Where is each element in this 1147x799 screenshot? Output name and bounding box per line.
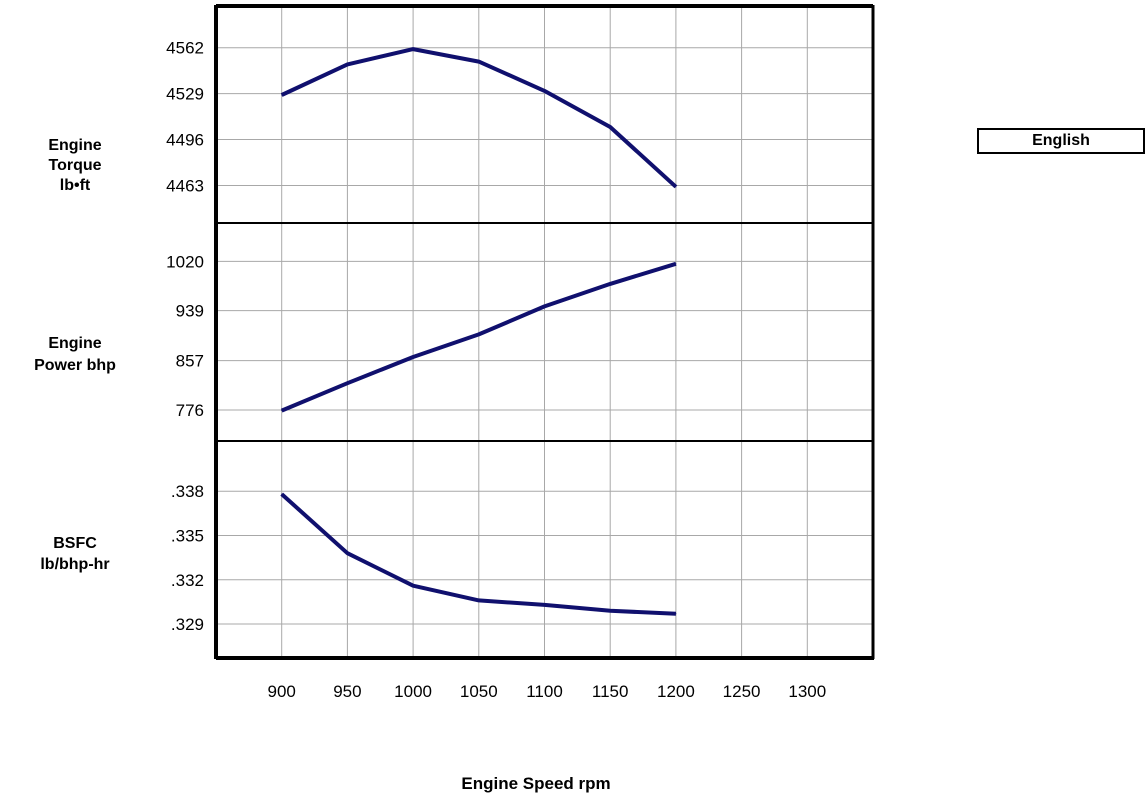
y-tick-label: .329 <box>171 615 204 634</box>
y-tick-label: 4463 <box>166 176 204 195</box>
panel-label-line: lb/bhp-hr <box>40 556 109 573</box>
y-tick-label: .335 <box>171 526 204 545</box>
panel-label: Engine Power bhp <box>34 335 116 374</box>
line-layer <box>280 47 678 616</box>
data-point <box>609 126 611 128</box>
x-tick-label: 1150 <box>592 682 629 701</box>
x-tick-label: 1100 <box>526 682 563 701</box>
y-tick-label: 776 <box>176 401 204 420</box>
panel-label-line: Engine <box>48 335 101 352</box>
data-point <box>544 90 545 92</box>
data-point <box>412 585 414 587</box>
data-point <box>412 48 414 50</box>
x-tick-label: 1300 <box>788 682 826 701</box>
x-tick-label: 900 <box>268 682 296 701</box>
data-point <box>544 305 545 307</box>
data-point <box>281 493 283 495</box>
frame-layer <box>214 4 875 660</box>
x-tick-label: 1200 <box>657 682 695 701</box>
y-tick-label: 939 <box>176 302 204 321</box>
panel-label-line: BSFC <box>53 535 97 552</box>
unit-toggle-button[interactable]: English <box>977 128 1145 154</box>
x-tick-label: 1000 <box>394 682 432 701</box>
y-tick-label: 1020 <box>166 252 204 271</box>
data-point <box>478 599 480 601</box>
panel-label: BSFC lb/bhp-hr <box>40 535 109 573</box>
panel-label: Engine Torque lb•ft <box>48 137 101 194</box>
data-point <box>346 63 348 65</box>
data-point <box>609 610 611 612</box>
data-point <box>281 410 283 412</box>
x-axis-title: Engine Speed rpm <box>461 774 610 793</box>
x-tick-label: 1050 <box>460 682 498 701</box>
panel-label-line: Engine <box>48 137 101 154</box>
y-tick-label: .338 <box>171 482 204 501</box>
y-tick-label: .332 <box>171 571 204 590</box>
y-tick-label: 4496 <box>166 131 204 150</box>
x-tick-label: 950 <box>333 682 361 701</box>
data-point <box>281 94 283 96</box>
y-tick-label: 4529 <box>166 85 204 104</box>
label-layer: 4562 4529 4496 4463 Engine Torque lb•ft 1020 939… <box>34 39 826 701</box>
grid-layer <box>216 6 873 658</box>
data-point <box>675 263 677 265</box>
data-point <box>346 382 348 384</box>
x-tick-label: 1250 <box>723 682 761 701</box>
data-point <box>478 61 480 63</box>
data-point <box>412 356 414 358</box>
data-point <box>544 604 545 606</box>
y-tick-label: 857 <box>176 352 204 371</box>
y-tick-label: 4562 <box>166 39 204 58</box>
data-point <box>675 613 677 615</box>
data-point <box>675 186 677 188</box>
panel-label-line: lb•ft <box>60 177 91 194</box>
panel-label-line: Torque <box>48 157 101 174</box>
panel-label-line: Power bhp <box>34 357 116 374</box>
data-point <box>609 283 611 285</box>
data-point <box>346 552 348 554</box>
data-point <box>478 333 480 335</box>
